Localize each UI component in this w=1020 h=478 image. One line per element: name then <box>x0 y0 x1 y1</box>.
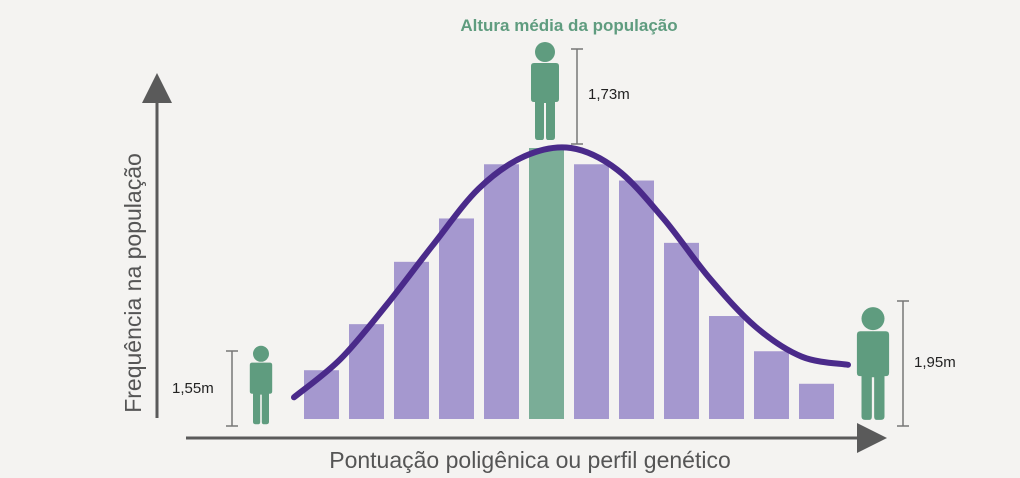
bar-5 <box>484 164 519 419</box>
bars <box>304 148 834 419</box>
bar-9 <box>664 242 699 419</box>
distribution-curve <box>291 144 851 401</box>
bar-2 <box>349 324 384 419</box>
chart-title: Altura média da população <box>460 16 677 35</box>
short-person-group: 1,55m <box>172 345 273 427</box>
average-person-group: 1,73m <box>531 42 630 145</box>
tall-person-group: 1,95m <box>856 300 956 427</box>
bar-4 <box>439 218 474 419</box>
tall-height-label: 1,95m <box>914 354 956 371</box>
tall-height-bracket <box>897 300 909 427</box>
average-person-icon <box>531 42 559 140</box>
tall-person-icon <box>856 307 890 420</box>
bar-6 <box>529 148 564 419</box>
short-height-bracket <box>226 350 238 427</box>
bar-7 <box>574 164 609 419</box>
bar-12 <box>799 383 834 419</box>
average-height-bracket <box>571 48 583 145</box>
x-axis-label: Pontuação poligênica ou perfil genético <box>329 447 731 473</box>
bar-11 <box>754 351 789 419</box>
short-person-icon <box>249 345 273 425</box>
average-height-label: 1,73m <box>588 86 630 103</box>
short-height-label: 1,55m <box>172 380 214 397</box>
bar-8 <box>619 180 654 419</box>
bar-10 <box>709 316 744 419</box>
y-axis-label: Frequência na população <box>120 153 146 413</box>
